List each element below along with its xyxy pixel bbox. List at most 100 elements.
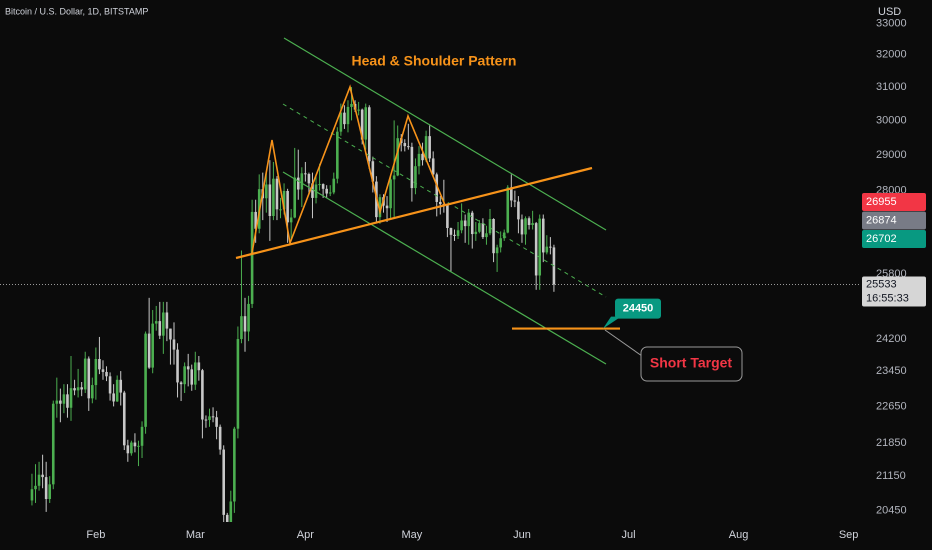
candle-body xyxy=(130,442,133,454)
candle-body xyxy=(94,359,98,386)
candle-body xyxy=(485,233,488,238)
candle-body xyxy=(325,188,328,194)
channel-middle xyxy=(282,103,607,298)
candle-body xyxy=(510,187,513,201)
candle-body xyxy=(87,358,91,399)
candle-body xyxy=(367,107,371,162)
channel-lower xyxy=(282,171,607,365)
x-tick-label: Aug xyxy=(729,529,749,541)
price-label-box xyxy=(862,230,926,248)
candle-body xyxy=(119,379,123,393)
candle-body xyxy=(421,153,424,161)
candle-body xyxy=(83,358,87,390)
candle-body xyxy=(137,445,140,447)
candle-body xyxy=(424,136,428,161)
candle-body xyxy=(346,106,350,125)
candle-body xyxy=(336,131,339,179)
candle-body xyxy=(414,166,417,189)
price-label: 26702 xyxy=(866,233,897,245)
candle-body xyxy=(275,178,279,210)
callout-pointer xyxy=(604,329,643,357)
price-label-box xyxy=(862,193,926,211)
x-tick-label: Sep xyxy=(839,529,859,541)
countdown: 16:55:33 xyxy=(866,292,909,304)
drawings xyxy=(0,37,860,365)
candle-body xyxy=(204,419,208,421)
price-label: 26955 xyxy=(866,196,897,208)
y-tick-label: 33000 xyxy=(876,17,907,29)
candle-body xyxy=(438,201,442,205)
candle-body xyxy=(304,173,307,175)
candle-body xyxy=(122,392,126,446)
candle-body xyxy=(453,234,456,236)
candle-body xyxy=(474,231,478,235)
candle-body xyxy=(328,192,332,194)
candle-body xyxy=(339,112,343,132)
candle-body xyxy=(318,184,321,186)
candle-body xyxy=(48,484,52,500)
candle-body xyxy=(517,201,520,220)
candle-body xyxy=(488,218,492,234)
candle-body xyxy=(101,369,105,372)
candle-body xyxy=(165,312,169,329)
candle-body xyxy=(431,158,435,175)
candle-body xyxy=(531,223,534,225)
candle-body xyxy=(69,388,73,408)
candle-body xyxy=(332,178,336,193)
candle-body xyxy=(162,312,165,336)
last-price-box xyxy=(862,276,926,307)
candle-body xyxy=(350,103,353,107)
callout-box xyxy=(640,346,743,382)
candle-body xyxy=(524,218,527,235)
candle-body xyxy=(215,417,218,427)
candle-body xyxy=(222,449,225,515)
candle-body xyxy=(233,428,236,502)
candle-body xyxy=(126,445,130,454)
pattern-title: Head & Shoulder Pattern xyxy=(352,53,517,69)
candle-body xyxy=(208,416,211,420)
candle-body xyxy=(197,362,201,371)
candle-body xyxy=(158,321,162,336)
price-label: 26874 xyxy=(866,214,897,226)
candle-body xyxy=(37,474,41,486)
candle-body xyxy=(133,442,137,447)
chart-title: Bitcoin / U.S. Dollar, 1D, BITSTAMP xyxy=(5,6,148,16)
candle-body xyxy=(307,174,311,184)
candle-body xyxy=(286,190,289,223)
candle-body xyxy=(467,212,471,227)
candle-body xyxy=(62,394,66,404)
candle-body xyxy=(396,138,399,176)
candle-body xyxy=(265,184,268,199)
candle-body xyxy=(534,223,538,276)
candle-body xyxy=(243,316,247,332)
candle-body xyxy=(282,190,286,210)
candle-body xyxy=(527,218,531,225)
candle-body xyxy=(91,385,94,399)
candle-body xyxy=(435,174,439,202)
candle-body xyxy=(460,220,463,231)
candle-body xyxy=(140,426,144,446)
candle-body xyxy=(456,230,460,236)
candle-body xyxy=(300,173,304,190)
y-tick-label: 23450 xyxy=(876,365,907,377)
candle-body xyxy=(272,178,275,217)
candle-body xyxy=(59,400,62,404)
candle-body xyxy=(268,184,272,217)
x-tick-label: May xyxy=(402,529,423,541)
x-tick-label: Jul xyxy=(621,529,635,541)
candle-body xyxy=(66,394,69,408)
candle-body xyxy=(506,187,510,233)
candle-body xyxy=(172,339,176,350)
y-tick-label: 22650 xyxy=(876,400,907,412)
candle-body xyxy=(470,212,474,235)
y-tick-label: 20450 xyxy=(876,504,907,516)
pattern-outline xyxy=(251,84,446,254)
candle-body xyxy=(357,109,360,111)
candle-body xyxy=(499,238,502,248)
candle-body xyxy=(541,218,545,253)
candle-body xyxy=(186,366,190,370)
candle-body xyxy=(225,514,229,522)
candle-body xyxy=(211,416,215,418)
y-tick-label: 29000 xyxy=(876,149,907,161)
